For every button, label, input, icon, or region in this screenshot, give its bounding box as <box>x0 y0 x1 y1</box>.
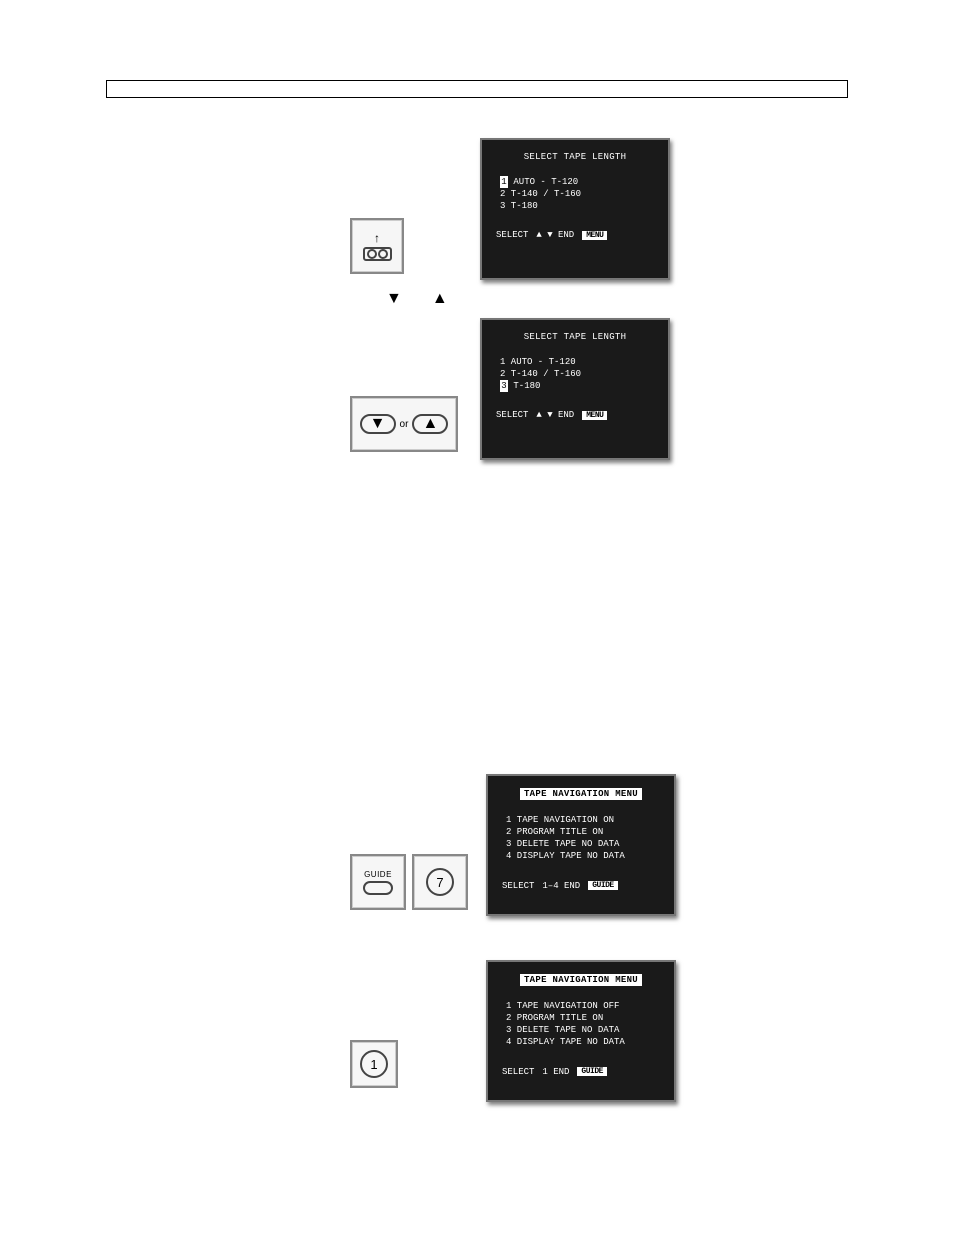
cassette-icon <box>363 247 392 261</box>
triangle-down-icon: ▼ <box>386 290 402 308</box>
header-rule-box <box>106 80 848 98</box>
screen-footer: SELECT ▲ ▼ END MENU <box>496 230 654 240</box>
screen-lines: 1 AUTO - T-120 2 T-140 / T-160 3 T-180 <box>500 176 654 212</box>
down-pill-button[interactable]: ▼ <box>360 414 396 434</box>
triangle-indicators: ▼ ▲ <box>50 290 904 308</box>
number-1-button[interactable]: 1 <box>350 1040 398 1088</box>
tv-screen-nav-1: TAPE NAVIGATION MENU 1 TAPE NAVIGATION O… <box>486 774 676 916</box>
content: ↑ SELECT TAPE LENGTH 1 AUTO - T-120 2 T-… <box>50 98 904 1102</box>
num-circle: 1 <box>360 1050 388 1078</box>
row-nav-screen-1: GUIDE 7 TAPE NAVIGATION MENU 1 TAPE NAVI… <box>50 774 904 916</box>
screen-footer: SELECT 1 END GUIDE <box>502 1067 660 1077</box>
screen-title: SELECT TAPE LENGTH <box>496 332 654 342</box>
arrow-up-icon: ↑ <box>374 231 380 245</box>
or-label: or <box>400 419 409 430</box>
guide-label: GUIDE <box>364 870 392 879</box>
tv-screen-tape-2: SELECT TAPE LENGTH 1 AUTO - T-120 2 T-14… <box>480 318 670 460</box>
guide-oval-icon <box>363 881 393 895</box>
screen-lines: 1 TAPE NAVIGATION OFF 2 PROGRAM TITLE ON… <box>506 1000 660 1049</box>
screen-title: TAPE NAVIGATION MENU <box>502 788 660 800</box>
screen-footer: SELECT 1–4 END GUIDE <box>502 881 660 891</box>
screen-title: TAPE NAVIGATION MENU <box>502 974 660 986</box>
row-nav-screen-2: 1 TAPE NAVIGATION MENU 1 TAPE NAVIGATION… <box>50 960 904 1102</box>
row-tape-screen-1: ↑ SELECT TAPE LENGTH 1 AUTO - T-120 2 T-… <box>50 138 904 280</box>
row-tape-screen-2: ▼ or ▲ SELECT TAPE LENGTH 1 AUTO - T-120… <box>50 318 904 460</box>
up-down-button-group: ▼ or ▲ <box>350 396 458 452</box>
eject-button[interactable]: ↑ <box>350 218 404 274</box>
triangle-down-icon: ▼ <box>370 415 386 433</box>
triangle-up-icon: ▲ <box>423 415 439 433</box>
triangle-up-icon: ▲ <box>432 290 448 308</box>
tv-screen-tape-1: SELECT TAPE LENGTH 1 AUTO - T-120 2 T-14… <box>480 138 670 280</box>
screen-lines: 1 TAPE NAVIGATION ON 2 PROGRAM TITLE ON … <box>506 814 660 863</box>
screen-title: SELECT TAPE LENGTH <box>496 152 654 162</box>
up-pill-button[interactable]: ▲ <box>412 414 448 434</box>
tv-screen-nav-2: TAPE NAVIGATION MENU 1 TAPE NAVIGATION O… <box>486 960 676 1102</box>
page: ↑ SELECT TAPE LENGTH 1 AUTO - T-120 2 T-… <box>0 0 954 1156</box>
screen-lines: 1 AUTO - T-120 2 T-140 / T-160 3 T-180 <box>500 356 654 392</box>
guide-button[interactable]: GUIDE <box>350 854 406 910</box>
number-7-button[interactable]: 7 <box>412 854 468 910</box>
screen-footer: SELECT ▲ ▼ END MENU <box>496 410 654 420</box>
num-circle: 7 <box>426 868 454 896</box>
